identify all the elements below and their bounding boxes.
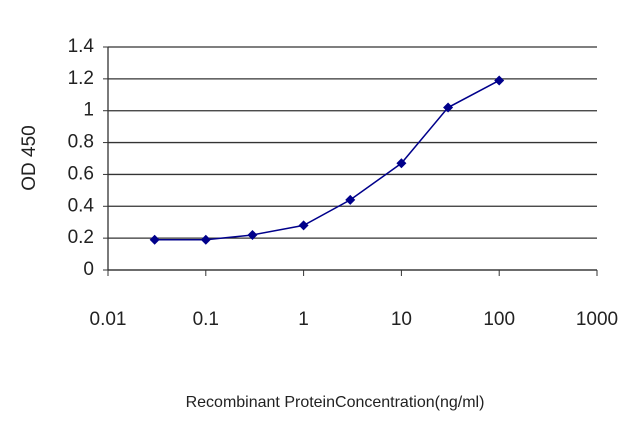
y-tick-label: 0.2 <box>68 227 94 248</box>
x-tick-label: 1000 <box>576 309 618 330</box>
marker <box>494 75 505 86</box>
y-tick-label: 0 <box>83 259 94 280</box>
x-tick-label: 100 <box>483 309 515 330</box>
y-tick-label: 1 <box>83 100 94 121</box>
x-tick-label: 0.01 <box>90 309 127 330</box>
x-tick-label: 0.1 <box>193 309 219 330</box>
marker <box>200 234 211 245</box>
marker <box>396 158 407 169</box>
x-axis-label: Recombinant ProteinConcentration(ng/ml) <box>186 394 485 411</box>
marker <box>443 102 454 113</box>
x-tick-label: 10 <box>391 309 412 330</box>
marker <box>247 229 258 240</box>
marker <box>298 220 309 231</box>
y-tick-label: 1.4 <box>68 36 95 57</box>
y-tick-label: 1.2 <box>68 68 94 89</box>
y-tick-label: 0.8 <box>68 132 94 153</box>
y-axis-label: OD 450 <box>19 125 40 190</box>
y-tick-label: 0.6 <box>68 163 94 184</box>
x-tick-label: 1 <box>298 309 309 330</box>
y-tick-label: 0.4 <box>68 195 95 216</box>
marker <box>149 234 160 245</box>
marker <box>345 194 356 205</box>
line <box>154 79 500 241</box>
